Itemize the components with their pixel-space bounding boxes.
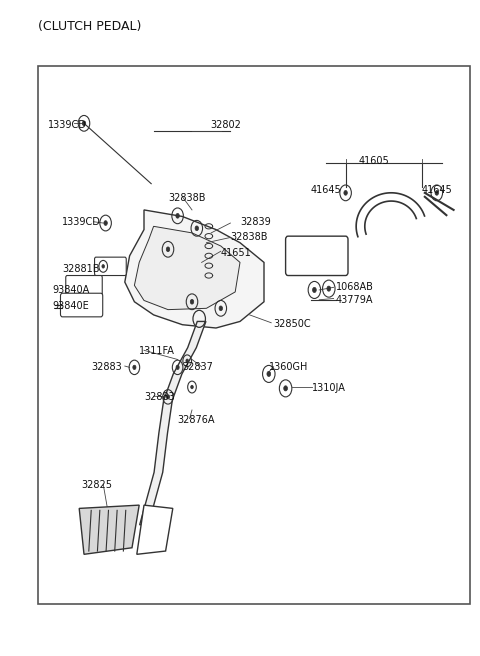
Text: 32883: 32883 [91, 362, 122, 373]
Text: 32850C: 32850C [274, 319, 311, 329]
Text: 32825: 32825 [82, 480, 113, 491]
Text: 32883: 32883 [144, 392, 175, 402]
Circle shape [191, 385, 193, 389]
Circle shape [133, 365, 136, 369]
FancyBboxPatch shape [60, 293, 103, 317]
Circle shape [344, 190, 348, 195]
Polygon shape [140, 321, 206, 525]
Circle shape [312, 287, 316, 293]
Polygon shape [125, 210, 264, 328]
Text: 1068AB: 1068AB [336, 282, 374, 293]
Text: 41651: 41651 [221, 248, 252, 258]
Text: 32839: 32839 [240, 216, 271, 227]
Text: 41605: 41605 [359, 155, 390, 166]
Circle shape [102, 264, 105, 268]
FancyBboxPatch shape [286, 236, 348, 276]
Text: 1311FA: 1311FA [139, 346, 175, 356]
Text: 32837: 32837 [182, 362, 213, 373]
Circle shape [190, 299, 194, 304]
Text: 32881B: 32881B [62, 264, 100, 274]
Circle shape [167, 395, 169, 399]
Text: 43779A: 43779A [336, 295, 373, 306]
Circle shape [267, 371, 271, 377]
Text: 41645: 41645 [421, 185, 452, 195]
Text: 32838B: 32838B [168, 193, 205, 203]
Circle shape [166, 247, 170, 252]
Circle shape [195, 226, 199, 231]
Text: 1310JA: 1310JA [312, 383, 346, 394]
Text: 1360GH: 1360GH [269, 362, 308, 373]
Circle shape [435, 190, 439, 195]
Polygon shape [137, 505, 173, 554]
Circle shape [104, 220, 108, 226]
Circle shape [176, 365, 179, 369]
Circle shape [82, 121, 86, 126]
Text: 93840E: 93840E [53, 301, 90, 312]
Text: 93840A: 93840A [53, 285, 90, 295]
Text: 32802: 32802 [210, 119, 241, 130]
Circle shape [219, 306, 223, 311]
Circle shape [284, 386, 288, 391]
Circle shape [186, 359, 189, 363]
Circle shape [176, 213, 180, 218]
Text: (CLUTCH PEDAL): (CLUTCH PEDAL) [38, 20, 142, 33]
Polygon shape [134, 226, 240, 310]
Text: 32838B: 32838B [230, 232, 268, 243]
Text: 1339CD: 1339CD [62, 216, 101, 227]
Polygon shape [79, 505, 139, 554]
Circle shape [327, 286, 331, 291]
Text: 1339CD: 1339CD [48, 119, 87, 130]
Text: 32876A: 32876A [178, 415, 215, 425]
FancyBboxPatch shape [66, 276, 102, 296]
FancyBboxPatch shape [95, 257, 126, 276]
Text: 41645: 41645 [311, 185, 342, 195]
